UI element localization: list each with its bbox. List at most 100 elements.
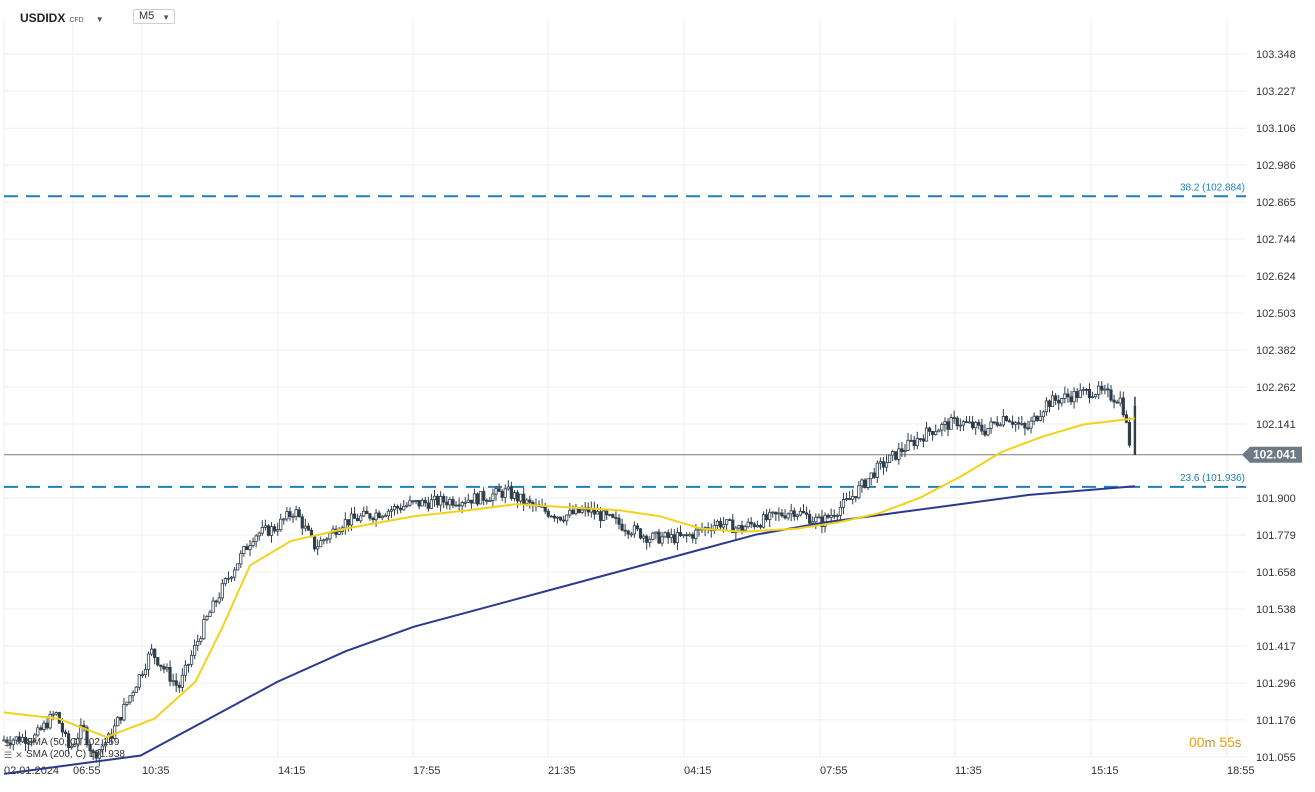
candle-body — [491, 493, 495, 501]
x-tick-label: 21:35 — [548, 765, 576, 777]
timeframe-selector[interactable]: M5 ▼ — [133, 9, 175, 24]
candle-body — [389, 509, 394, 512]
close-icon[interactable]: ✕ — [15, 738, 23, 748]
y-tick-label: 103.348 — [1256, 49, 1296, 61]
candle-body — [408, 500, 412, 506]
candle-body — [291, 515, 295, 518]
candle-body — [475, 493, 480, 505]
candle-body — [1127, 421, 1132, 446]
candle-body — [26, 741, 31, 744]
timeframe-label: M5 — [139, 10, 155, 22]
candle-body — [39, 727, 43, 730]
candle-body — [958, 424, 962, 427]
candle-body — [282, 518, 286, 521]
candle-body — [777, 512, 781, 515]
candle-body — [1066, 393, 1070, 398]
candle-body — [672, 534, 676, 544]
candle-body — [998, 424, 1002, 427]
candle-body — [1041, 411, 1045, 418]
candle-body — [598, 511, 603, 521]
candle-body — [309, 529, 314, 536]
candle-body — [768, 511, 772, 520]
y-tick-label: 102.865 — [1256, 197, 1296, 209]
candle-body — [921, 438, 926, 442]
candle-body — [937, 429, 941, 433]
candle-body — [497, 488, 501, 492]
candle-body — [233, 569, 237, 578]
candle-body — [445, 501, 449, 506]
candle-body — [841, 499, 846, 508]
x-tick-label: 15:15 — [1091, 765, 1119, 777]
candle-body — [380, 515, 384, 519]
y-tick-label: 102.744 — [1256, 234, 1296, 246]
candle-body — [869, 472, 873, 480]
candle-body — [119, 716, 123, 721]
candle-body — [989, 421, 993, 429]
candle-body — [365, 510, 369, 515]
candle-body — [97, 749, 101, 759]
candle-body — [1097, 385, 1101, 395]
candle-body — [220, 583, 224, 599]
candle-body — [623, 529, 627, 532]
candle-body — [568, 509, 572, 516]
candle-body — [14, 736, 18, 741]
countdown-minutes: 00 — [1189, 734, 1205, 750]
candle-body — [1001, 416, 1005, 426]
candle-body — [909, 439, 913, 442]
candle-body — [737, 525, 741, 529]
close-icon[interactable]: ✕ — [15, 750, 23, 760]
candle-body — [42, 722, 46, 730]
candle-body — [1084, 388, 1088, 391]
candle-body — [242, 546, 246, 555]
candle-body — [306, 525, 311, 531]
candle-body — [352, 513, 357, 519]
candle-body — [472, 493, 477, 504]
countdown-seconds: 55 — [1219, 734, 1235, 750]
candle-body — [134, 686, 138, 693]
candle-body — [506, 486, 510, 490]
candle-body — [638, 528, 643, 539]
candle-body — [934, 431, 938, 435]
candle-body — [165, 667, 169, 670]
candle-body — [780, 512, 784, 517]
candle-body — [383, 515, 387, 518]
candle-body — [217, 597, 221, 603]
candle-body — [79, 724, 83, 740]
candle-body — [36, 727, 40, 736]
candle-body — [20, 737, 25, 743]
menu-icon[interactable]: ☰ — [4, 738, 13, 748]
candle-body — [45, 722, 49, 729]
candle-body — [343, 519, 347, 529]
candle-body — [149, 648, 154, 655]
candle-body — [66, 733, 71, 748]
candle-body — [85, 727, 89, 746]
candle-body — [346, 519, 351, 526]
candle-body — [94, 752, 98, 759]
candle-body — [316, 546, 320, 550]
x-tick-label: 04:15 — [684, 765, 712, 777]
candle-body — [884, 462, 889, 468]
candle-body — [949, 417, 953, 430]
candle-body — [829, 514, 833, 518]
candle-body — [1078, 389, 1082, 398]
x-tick-label: 10:35 — [142, 765, 170, 777]
candle-body — [439, 496, 443, 506]
candle-body — [543, 505, 547, 512]
candle-body — [33, 734, 37, 742]
candle-body — [417, 500, 421, 507]
candle-body — [485, 499, 489, 502]
candle-body — [688, 534, 692, 537]
menu-icon[interactable]: ☰ — [4, 750, 13, 760]
candle-body — [128, 695, 132, 703]
candle-body — [1029, 420, 1033, 429]
caret-down-icon: ▼ — [162, 13, 170, 22]
candle-body — [319, 540, 323, 548]
candle-body — [728, 519, 732, 522]
candle-body — [100, 745, 104, 750]
candle-body — [356, 517, 360, 522]
candle-body — [927, 427, 932, 432]
candle-body — [986, 428, 990, 436]
symbol-selector[interactable]: USDIDX CFD ▼ — [20, 11, 104, 25]
